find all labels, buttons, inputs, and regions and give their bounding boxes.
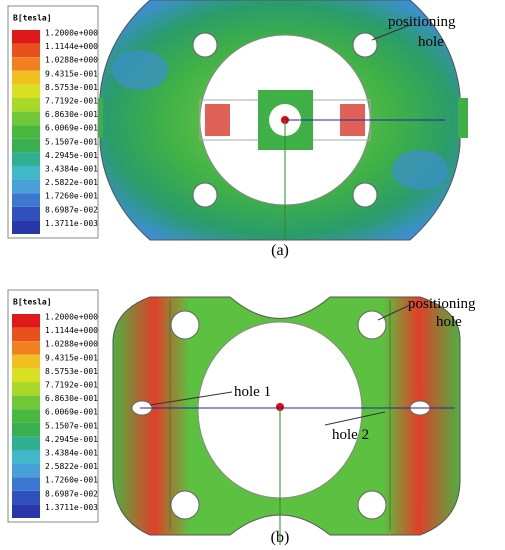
- plate-b: [112, 296, 461, 545]
- legend-label: 9.4315e-001: [45, 353, 98, 362]
- legend-swatch: [12, 220, 40, 234]
- legend-label: 8.5753e-001: [45, 83, 98, 92]
- legend-swatch: [12, 395, 40, 410]
- legend-label: 6.8630e-001: [45, 110, 98, 119]
- legend-title: B[tesla]: [13, 14, 52, 23]
- legend-swatch: [12, 152, 40, 166]
- legend-swatch: [12, 409, 40, 423]
- legend-swatch: [12, 84, 40, 98]
- annotation: hole: [418, 34, 444, 50]
- legend-label: 1.3711e-003: [45, 219, 98, 228]
- legend-label: 9.4315e-001: [45, 69, 98, 78]
- legend-label: 4.2945e-001: [45, 151, 98, 160]
- legend-swatch: [12, 477, 40, 491]
- legend-label: 6.0069e-001: [45, 124, 98, 133]
- legend-swatch: [12, 450, 40, 464]
- legend-swatch: [12, 327, 40, 342]
- legend-swatch: [12, 57, 40, 71]
- legend-swatch: [12, 43, 40, 58]
- legend-swatch: [12, 422, 40, 437]
- legend-label: 3.4384e-001: [45, 449, 98, 458]
- legend-swatch: [12, 138, 40, 153]
- legend-swatch: [12, 354, 40, 369]
- legend-swatch: [12, 193, 40, 207]
- annotation: hole 1: [234, 384, 271, 400]
- legend-swatch: [12, 341, 40, 355]
- annotation: positioning: [388, 14, 456, 30]
- plate-a: [93, 0, 468, 241]
- caption: (b): [271, 529, 290, 546]
- legend-label: 8.5753e-001: [45, 367, 98, 376]
- legend-swatch: [12, 490, 40, 505]
- legend-swatch: [12, 314, 40, 328]
- legend-label: 3.4384e-001: [45, 165, 98, 174]
- annotation: positioning: [408, 296, 476, 312]
- legend-swatch: [12, 166, 40, 180]
- legend-label: 5.1507e-001: [45, 137, 98, 146]
- annotation: hole 2: [332, 427, 369, 443]
- legend-label: 8.6987e-002: [45, 205, 98, 214]
- legend-swatch: [12, 436, 40, 450]
- legend-label: 5.1507e-001: [45, 421, 98, 430]
- legend-swatch: [12, 30, 40, 44]
- legend-swatch: [12, 206, 40, 221]
- legend-swatch: [12, 98, 40, 112]
- legend-swatch: [12, 504, 40, 518]
- legend-swatch: [12, 179, 40, 194]
- legend-label: 1.7260e-001: [45, 476, 98, 485]
- legend-label: 2.5822e-001: [45, 462, 98, 471]
- legend-swatch: [12, 463, 40, 478]
- legend-label: 1.2000e+000: [45, 29, 98, 38]
- caption: (a): [271, 242, 289, 259]
- legend-label: 7.7192e-001: [45, 97, 98, 106]
- legend-label: 6.8630e-001: [45, 394, 98, 403]
- legend-label: 1.2000e+000: [45, 313, 98, 322]
- legend-label: 7.7192e-001: [45, 381, 98, 390]
- legend-label: 1.0288e+000: [45, 56, 98, 65]
- legend-label: 6.0069e-001: [45, 408, 98, 417]
- legend-swatch: [12, 70, 40, 85]
- legend-label: 1.1144e+000: [45, 326, 98, 335]
- legend-swatch: [12, 111, 40, 126]
- legend-label: 1.1144e+000: [45, 42, 98, 51]
- annotation: hole: [436, 314, 462, 330]
- legend-swatch: [12, 125, 40, 139]
- legend-label: 1.7260e-001: [45, 192, 98, 201]
- legend-label: 1.3711e-003: [45, 503, 98, 512]
- legend-swatch: [12, 382, 40, 396]
- legend-swatch: [12, 368, 40, 382]
- legend-label: 4.2945e-001: [45, 435, 98, 444]
- legend-title: B[tesla]: [13, 298, 52, 307]
- legend-label: 8.6987e-002: [45, 489, 98, 498]
- legend-label: 2.5822e-001: [45, 178, 98, 187]
- legend-label: 1.0288e+000: [45, 340, 98, 349]
